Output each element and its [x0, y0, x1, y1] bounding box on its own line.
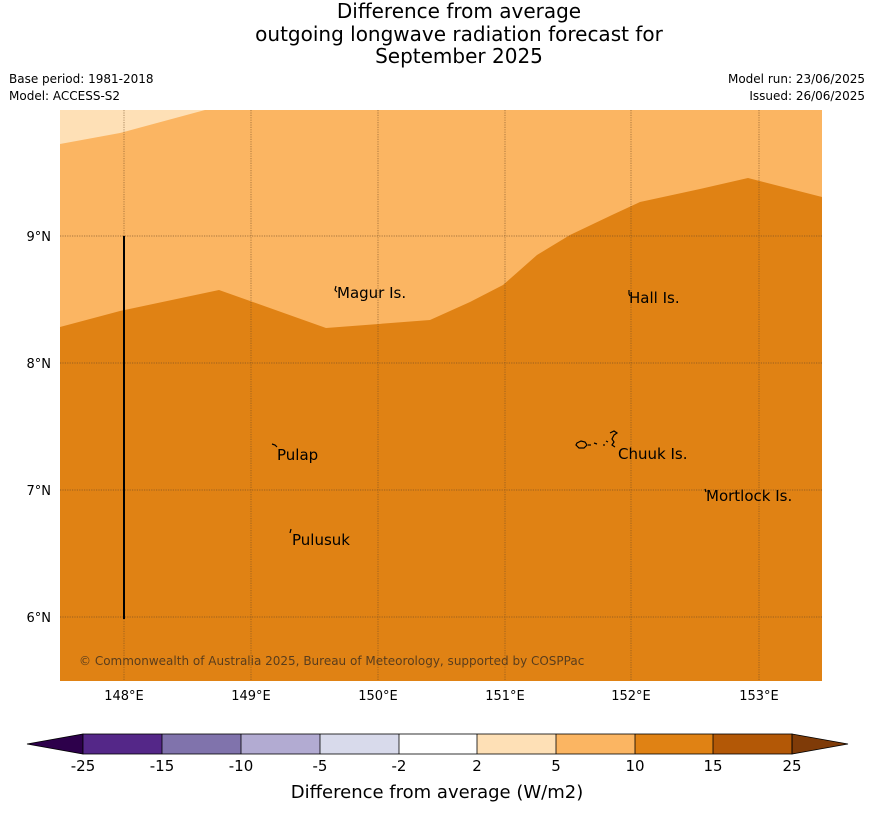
hall-island-shape [628, 290, 631, 297]
colorbar-tick-neg2: -2 [392, 757, 407, 775]
colorbar-tick-25: 25 [782, 757, 801, 775]
colorbar-swatch-neg25-neg15 [83, 734, 162, 754]
lon-label-149e: 149°E [231, 689, 271, 704]
place-label-chuuk: Chuuk Is. [618, 445, 687, 463]
colorbar-tick-2: 2 [472, 757, 482, 775]
lat-label-7n: 7°N [27, 484, 52, 499]
colorbar-tick-labels: -25 -15 -10 -5 -2 2 5 10 15 25 [71, 757, 802, 775]
lat-label-9n: 9°N [27, 230, 52, 245]
issued-date: Issued: 26/06/2025 [749, 89, 865, 103]
place-label-magur: Magur Is. [337, 284, 406, 302]
meta-right: Model run: 23/06/2025 Issued: 26/06/2025 [728, 71, 865, 105]
place-label-hall: Hall Is. [629, 289, 680, 307]
title-line-1: Difference from average [336, 0, 582, 23]
island-outlines [271, 285, 707, 534]
colorbar [26, 733, 849, 755]
colorbar-tick-5: 5 [551, 757, 561, 775]
map-panel: Magur Is. Hall Is. Pulap Chuuk Is. Mortl… [60, 110, 822, 681]
place-label-pulap: Pulap [277, 446, 318, 464]
colorbar-tick-neg25: -25 [71, 757, 96, 775]
colorbar-swatch-neg10-neg5 [241, 734, 320, 754]
model-run: Model run: 23/06/2025 [727, 72, 865, 86]
lat-label-8n: 8°N [27, 357, 52, 372]
colorbar-tick-neg10: -10 [229, 757, 254, 775]
base-period: Base period: 1981-2018 [9, 72, 154, 86]
lon-label-152e: 152°E [611, 689, 651, 704]
lon-label-150e: 150°E [358, 689, 398, 704]
colorbar-tick-neg5: -5 [313, 757, 328, 775]
colorbar-swatch-10-15 [635, 734, 713, 754]
colorbar-tick-neg15: -15 [150, 757, 175, 775]
longitude-labels: 148°E 149°E 150°E 151°E 152°E 153°E [104, 689, 779, 704]
title-line-2: outgoing longwave radiation forecast for [255, 21, 663, 46]
colorbar-title: Difference from average (W/m2) [291, 782, 583, 803]
colorbar-tick-10: 10 [625, 757, 644, 775]
lon-label-148e: 148°E [104, 689, 144, 704]
colorbar-swatch-neg15-neg10 [162, 734, 241, 754]
title-line-3: September 2025 [375, 44, 543, 68]
band-2-5 [60, 110, 205, 144]
model-name: Model: ACCESS-S2 [9, 89, 121, 103]
lon-label-153e: 153°E [739, 689, 779, 704]
mortlock-island-shape [704, 488, 707, 493]
chuuk-lagoon-shape [575, 430, 619, 449]
meta-left: Base period: 1981-2018 Model: ACCESS-S2 [9, 71, 154, 105]
place-label-pulusuk: Pulusuk [292, 531, 350, 549]
latitude-labels: 9°N 8°N 7°N 6°N [27, 230, 52, 626]
colorbar-swatch-2-5 [477, 734, 556, 754]
colorbar-swatch-15-25 [713, 734, 792, 754]
colorbar-outline [82, 733, 793, 755]
colorbar-extend-high [791, 733, 849, 755]
map-title: Difference from average outgoing longwav… [0, 0, 873, 68]
lat-label-6n: 6°N [27, 611, 52, 626]
copyright-notice: © Commonwealth of Australia 2025, Bureau… [79, 654, 584, 668]
colorbar-swatch-5-10 [556, 734, 635, 754]
place-labels: Magur Is. Hall Is. Pulap Chuuk Is. Mortl… [277, 284, 792, 549]
pulap-island-shape [271, 443, 278, 448]
colorbar-tick-15: 15 [703, 757, 722, 775]
lon-label-151e: 151°E [485, 689, 525, 704]
magur-island-shape [334, 285, 338, 293]
band-5-10 [60, 110, 822, 328]
colorbar-swatch-neg2-2 [399, 734, 477, 754]
colorbar-extend-low [26, 733, 84, 755]
colorbar-dividers [161, 734, 714, 754]
pulusuk-island-shape [289, 528, 292, 534]
place-label-mortlock: Mortlock Is. [706, 487, 792, 505]
colorbar-swatch-neg5-neg2 [320, 734, 399, 754]
